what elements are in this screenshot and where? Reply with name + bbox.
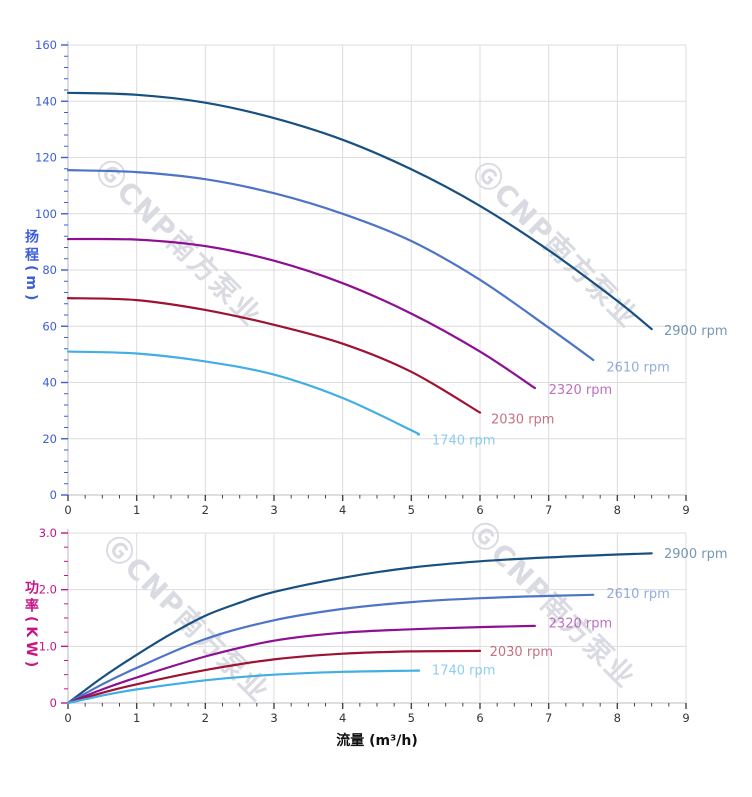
x-tick-label: 1 [133, 711, 140, 725]
head-curve-2030-rpm [66, 297, 482, 414]
y-tick-label: 0 [50, 696, 57, 710]
x-tick-label: 4 [339, 503, 346, 517]
head-curve-label-2320-rpm: 2320 rpm [549, 383, 612, 398]
x-tick-label: 7 [545, 503, 552, 517]
y-tick-label: 160 [35, 38, 57, 52]
head-axis-title: 扬程(m) [23, 229, 39, 305]
flow-axis-title: 流量 (m³/h) [336, 733, 418, 749]
y-tick-label: 0 [50, 488, 57, 502]
x-tick-label: 2 [202, 503, 209, 517]
power-curve-2610-rpm [66, 593, 595, 705]
x-tick-label: 9 [682, 711, 689, 725]
y-tick-label: 60 [42, 319, 57, 333]
x-tick-label: 6 [476, 503, 483, 517]
power-curve-label-2900-rpm: 2900 rpm [664, 547, 727, 562]
power-axis-title: 功率(KW) [23, 580, 39, 672]
x-tick-label: 7 [545, 711, 552, 725]
x-tick-label: 9 [682, 503, 689, 517]
power-curve-2320-rpm [66, 624, 536, 705]
head-curve-2320-rpm [66, 237, 536, 390]
y-tick-label: 80 [42, 263, 57, 277]
x-tick-label: 5 [408, 711, 415, 725]
y-tick-label: 3.0 [39, 526, 57, 540]
x-tick-label: 0 [64, 503, 71, 517]
x-tick-label: 3 [270, 503, 277, 517]
x-tick-label: 3 [270, 711, 277, 725]
y-tick-label: 100 [35, 207, 57, 221]
x-tick-label: 1 [133, 503, 140, 517]
power-curve-2030-rpm [66, 649, 482, 705]
head-curve-label-2610-rpm: 2610 rpm [606, 361, 669, 376]
x-tick-label: 6 [476, 711, 483, 725]
power-curve-1740-rpm [66, 669, 421, 705]
head-chart: 0 20 40 60 80 100 120 140 160 0 1 2 3 4 5 6 7 8 9 2900 rpm 2… [35, 38, 727, 517]
y-tick-label: 1.0 [39, 639, 57, 653]
head-curve-label-2030-rpm: 2030 rpm [491, 413, 554, 428]
power-curve-label-2030-rpm: 2030 rpm [490, 645, 553, 660]
power-curve-label-2320-rpm: 2320 rpm [549, 617, 612, 632]
y-tick-label: 20 [42, 432, 57, 446]
head-curve-1740-rpm [66, 350, 421, 436]
head-curve-2900-rpm [66, 91, 653, 331]
head-curve-2610-rpm [66, 169, 595, 362]
x-tick-label: 8 [614, 711, 621, 725]
power-curve-label-1740-rpm: 1740 rpm [432, 664, 495, 679]
power-curve-2900-rpm [66, 552, 653, 705]
x-tick-label: 4 [339, 711, 346, 725]
x-tick-label: 0 [64, 711, 71, 725]
y-tick-label: 2.0 [39, 583, 57, 597]
x-tick-label: 8 [614, 503, 621, 517]
head-curve-label-2900-rpm: 2900 rpm [664, 324, 727, 339]
head-curve-label-1740-rpm: 1740 rpm [432, 434, 495, 449]
x-tick-label: 2 [202, 711, 209, 725]
y-tick-label: 140 [35, 94, 57, 108]
y-tick-label: 40 [42, 376, 57, 390]
power-chart: 0 1.0 2.0 3.0 0 1 2 3 4 5 6 7 8 9 2900 rpm 2610 rpm 2320… [39, 526, 728, 725]
y-tick-label: 120 [35, 151, 57, 165]
x-tick-label: 5 [408, 503, 415, 517]
power-curve-label-2610-rpm: 2610 rpm [606, 587, 669, 602]
